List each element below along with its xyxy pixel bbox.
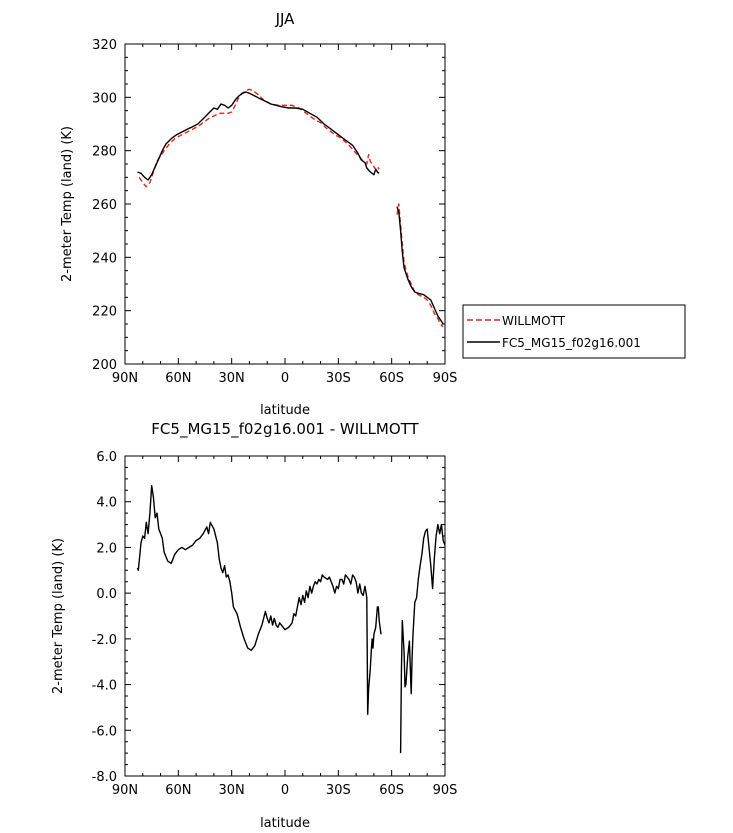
top-y-tick-label: 260 bbox=[92, 198, 117, 213]
legend: WILLMOTT FC5_MG15_f02g16.001 bbox=[462, 304, 686, 359]
bottom-x-tick-label: 90S bbox=[433, 783, 458, 798]
top-x-axis-title: latitude bbox=[260, 403, 310, 418]
top-y-tick-label: 280 bbox=[92, 145, 117, 160]
top-x-tick-label: 90S bbox=[433, 371, 458, 386]
bottom-x-tick-label: 90N bbox=[112, 783, 138, 798]
top-series-line-fc5-mg15-f02g16-001 bbox=[137, 91, 380, 181]
bottom-y-tick-label: -6.0 bbox=[92, 724, 117, 739]
top-x-tick-label: 60S bbox=[379, 371, 404, 386]
bottom-y-tick-label: 6.0 bbox=[96, 450, 117, 465]
legend-box bbox=[462, 304, 686, 359]
bottom-series-lines bbox=[136, 485, 446, 754]
bottom-x-tick-label: 30S bbox=[326, 783, 351, 798]
top-y-tick-label: 240 bbox=[92, 251, 117, 266]
top-x-tick-label: 0 bbox=[281, 371, 289, 386]
legend-label-model: FC5_MG15_f02g16.001 bbox=[502, 336, 641, 350]
bottom-series-line-difference bbox=[136, 485, 382, 715]
bottom-y-tick-label: 2.0 bbox=[96, 541, 117, 556]
bottom-y-tick-label: -4.0 bbox=[92, 679, 117, 694]
bottom-y-axis-title: 2-meter Temp (land) (K) bbox=[51, 538, 66, 694]
legend-label-willmott: WILLMOTT bbox=[502, 314, 566, 328]
top-panel: JJA 90N 60N 30N 0 30S 60S 90S 200 220 240 260 280 30… bbox=[60, 10, 457, 418]
bottom-x-tick-label: 60N bbox=[165, 783, 191, 798]
top-axes-ticks: 90N 60N 30N 0 30S 60S 90S 200 220 240 260 280 300 320 bbox=[92, 38, 457, 386]
top-x-tick-label: 30S bbox=[326, 371, 351, 386]
top-series-lines bbox=[137, 88, 444, 328]
bottom-x-tick-label: 30N bbox=[219, 783, 245, 798]
bottom-y-tick-label: -8.0 bbox=[92, 770, 117, 785]
top-y-tick-label: 320 bbox=[92, 38, 117, 53]
bottom-series-line-difference bbox=[399, 523, 446, 754]
top-x-tick-label: 30N bbox=[219, 371, 245, 386]
bottom-axes-ticks: 90N 60N 30N 0 30S 60S 90S -8.0 -6.0 -4.0 -2.0 0.0 2.… bbox=[92, 450, 458, 798]
bottom-plot-frame bbox=[124, 455, 446, 777]
bottom-panel: FC5_MG15_f02g16.001 - WILLMOTT 90N 60N 30N… bbox=[51, 420, 457, 831]
top-y-tick-label: 300 bbox=[92, 91, 117, 106]
top-x-tick-label: 90N bbox=[112, 371, 138, 386]
top-y-tick-label: 200 bbox=[92, 358, 117, 373]
bottom-x-axis-title: latitude bbox=[260, 816, 310, 831]
bottom-chart-title: FC5_MG15_f02g16.001 - WILLMOTT bbox=[151, 420, 419, 439]
bottom-x-tick-label: 60S bbox=[379, 783, 404, 798]
bottom-y-tick-label: -2.0 bbox=[92, 633, 117, 648]
top-y-tick-label: 220 bbox=[92, 305, 117, 320]
bottom-y-tick-label: 0.0 bbox=[96, 587, 117, 602]
top-x-tick-label: 60N bbox=[165, 371, 191, 386]
top-series-line-fc5-mg15-f02g16-001 bbox=[396, 206, 444, 325]
top-y-axis-title: 2-meter Temp (land) (K) bbox=[60, 126, 75, 282]
top-series-line-willmott bbox=[138, 88, 380, 188]
top-plot-frame bbox=[124, 43, 446, 365]
bottom-y-tick-label: 4.0 bbox=[96, 496, 117, 511]
top-chart-title: JJA bbox=[275, 10, 296, 28]
bottom-x-tick-label: 0 bbox=[281, 783, 289, 798]
